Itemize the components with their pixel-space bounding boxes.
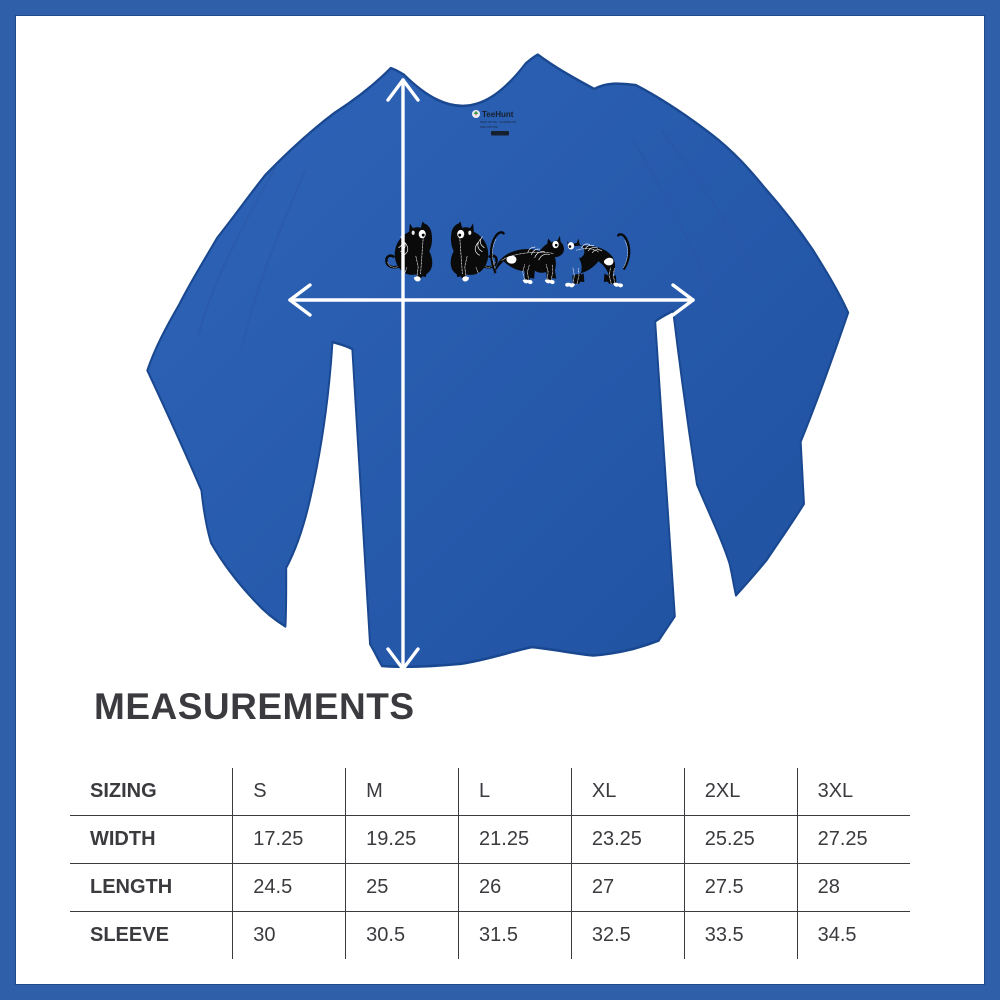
svg-text:TeeHunt: TeeHunt: [482, 110, 514, 119]
svg-text:SOFT STYLE · CLASSIC FIT: SOFT STYLE · CLASSIC FIT: [480, 120, 517, 124]
svg-text:100% COTTON: 100% COTTON: [480, 126, 498, 129]
